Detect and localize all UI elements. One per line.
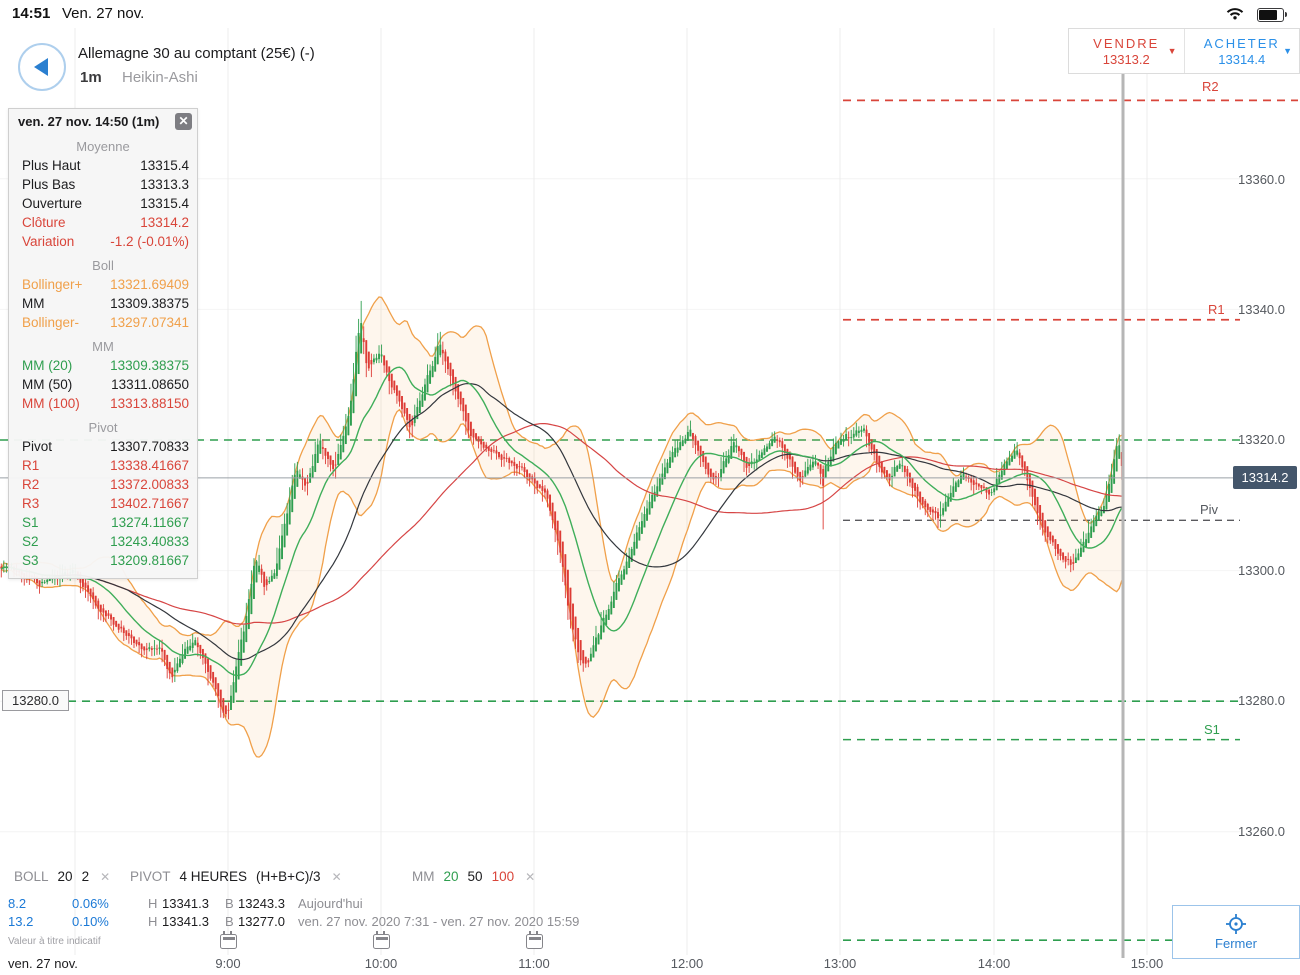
price-axis-label: 13340.0 xyxy=(1238,302,1285,317)
section-title: Pivot xyxy=(88,420,118,435)
calendar-icon[interactable] xyxy=(220,931,237,949)
back-button[interactable] xyxy=(18,43,66,91)
tooltip-header: ven. 27 nov. 14:50 (1m) ✕ xyxy=(9,109,197,132)
status-bar: 14:51 Ven. 27 nov. xyxy=(0,0,1300,28)
price-axis-label: 13320.0 xyxy=(1238,432,1285,447)
tooltip-row: Variation -1.2 (-0.01%) xyxy=(22,234,189,249)
time-axis-label: 15:00 xyxy=(1130,956,1164,971)
buy-price: 13314.4 xyxy=(1218,51,1266,67)
price-axis-label: 13260.0 xyxy=(1238,824,1285,839)
tooltip-row: MM (20) 13309.38375 xyxy=(22,358,189,373)
tooltip-row: Bollinger- 13297.07341 xyxy=(22,315,189,330)
caret-down-icon: ▼ xyxy=(1283,46,1292,56)
tooltip-row: Plus Bas 13313.3 xyxy=(22,177,189,192)
tooltip-row: S1 13274.11667 xyxy=(22,515,189,530)
clock: 14:51 xyxy=(12,5,51,22)
section-title: Boll xyxy=(92,258,114,273)
tooltip-row: Plus Haut 13315.4 xyxy=(22,158,189,173)
buy-label: ACHETER xyxy=(1203,35,1280,51)
calendar-icon[interactable] xyxy=(526,931,543,949)
tooltip-row: Ouverture 13315.4 xyxy=(22,196,189,211)
crosshair-icon xyxy=(1226,914,1246,934)
close-icon[interactable]: ✕ xyxy=(175,113,192,130)
timeframe-label[interactable]: 1m xyxy=(80,69,102,86)
market-info-row: 8.2 0.06% H 13341.3 B 13243.3 Aujourd'hu… xyxy=(8,896,363,911)
tooltip-row: Clôture 13314.2 xyxy=(22,215,189,230)
indicator-chip-pivot[interactable]: PIVOT 4 HEURES (H+B+C)/3 ✕ xyxy=(130,869,342,884)
tooltip-row: Bollinger+ 13321.69409 xyxy=(22,277,189,292)
tooltip-row: S3 13209.81667 xyxy=(22,553,189,568)
section-title: MM xyxy=(92,339,114,354)
chart-date-label: ven. 27 nov. xyxy=(8,956,78,971)
close-icon[interactable]: ✕ xyxy=(525,869,536,884)
section-title: Moyenne xyxy=(76,139,130,154)
time-axis-label: 10:00 xyxy=(364,956,398,971)
chart-style-label[interactable]: Heikin-Ashi xyxy=(122,69,198,86)
time-axis-label: 12:00 xyxy=(670,956,704,971)
time-axis-label: 9:00 xyxy=(215,956,241,971)
sell-label: VENDRE xyxy=(1093,35,1160,51)
tooltip-row: R1 13338.41667 xyxy=(22,458,189,473)
sell-price: 13313.2 xyxy=(1102,51,1150,67)
sell-button[interactable]: VENDRE 13313.2 ▼ xyxy=(1069,29,1184,73)
close-icon[interactable]: ✕ xyxy=(100,869,111,884)
price-axis-label: 13360.0 xyxy=(1238,172,1285,187)
caret-down-icon: ▼ xyxy=(1167,46,1177,56)
time-axis-label: 11:00 xyxy=(518,956,550,971)
tooltip-row: S2 13243.40833 xyxy=(22,534,189,549)
disclaimer-text: Valeur à titre indicatif xyxy=(8,936,101,947)
price-axis-label: 13280.0 xyxy=(1238,693,1285,708)
pivot-line-label: Piv xyxy=(1200,502,1219,517)
last-price-badge: 13314.2 xyxy=(1233,466,1297,489)
close-panel-label: Fermer xyxy=(1215,936,1257,951)
battery-icon xyxy=(1257,8,1287,22)
calendar-icon[interactable] xyxy=(373,931,390,949)
tooltip-row: MM (100) 13313.88150 xyxy=(22,396,189,411)
time-axis-label: 14:00 xyxy=(977,956,1011,971)
tooltip-row: Pivot 13307.70833 xyxy=(22,439,189,454)
tooltip-title: ven. 27 nov. 14:50 (1m) xyxy=(18,114,160,129)
indicator-chip-mm[interactable]: MM 20 50 100 ✕ xyxy=(412,869,536,884)
close-icon[interactable]: ✕ xyxy=(331,869,342,884)
back-arrow-icon xyxy=(33,58,48,76)
r2-line-label: R2 xyxy=(1202,79,1219,94)
tooltip-row: R3 13402.71667 xyxy=(22,496,189,511)
wifi-icon xyxy=(1226,8,1244,20)
drawn-line-price-label: 13280.0 xyxy=(2,690,69,711)
trade-buttons: VENDRE 13313.2 ▼ ACHETER 13314.4 ▼ xyxy=(1068,28,1300,74)
price-axis-label: 13300.0 xyxy=(1238,563,1285,578)
close-panel-button[interactable]: Fermer xyxy=(1172,905,1300,959)
indicator-chip-boll[interactable]: BOLL 20 2 ✕ xyxy=(14,869,111,884)
time-axis-label: 13:00 xyxy=(823,956,857,971)
instrument-title: Allemagne 30 au comptant (25€) (-) xyxy=(78,45,315,62)
market-info-row: 13.2 0.10% H 13341.3 B 13277.0 ven. 27 n… xyxy=(8,914,580,929)
r1-line-label: R1 xyxy=(1208,302,1225,317)
status-date: Ven. 27 nov. xyxy=(62,5,145,22)
s1-line-label: S1 xyxy=(1204,722,1220,737)
tooltip-row: MM 13309.38375 xyxy=(22,296,189,311)
buy-button[interactable]: ACHETER 13314.4 ▼ xyxy=(1183,29,1300,73)
tooltip-row: MM (50) 13311.08650 xyxy=(22,377,189,392)
ohlc-tooltip-panel: ven. 27 nov. 14:50 (1m) ✕ Moyenne Plus H… xyxy=(8,108,198,579)
tooltip-row: R2 13372.00833 xyxy=(22,477,189,492)
